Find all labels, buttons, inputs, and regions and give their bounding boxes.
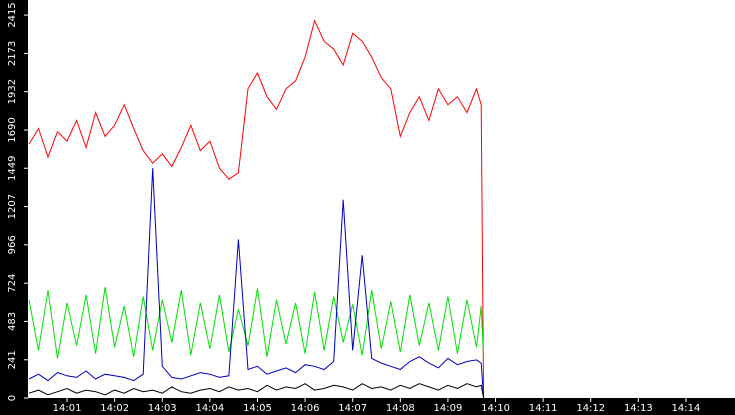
x-tick-label: 14:03: [148, 403, 177, 414]
y-tick-label: 1449: [7, 156, 18, 181]
series-line: [28, 286, 485, 359]
x-tick-label: 14:09: [434, 403, 463, 414]
x-tick-label: 14:05: [243, 403, 272, 414]
y-tick-label: 1690: [7, 117, 18, 142]
y-tick-label: 724: [7, 274, 18, 293]
x-tick-label: 14:14: [672, 403, 701, 414]
x-axis-strip: [0, 398, 735, 415]
x-tick-label: 14:04: [195, 403, 224, 414]
x-tick-label: 14:06: [291, 403, 320, 414]
series-line: [28, 383, 485, 399]
x-tick-label: 14:01: [53, 403, 82, 414]
x-tick-label: 14:08: [386, 403, 415, 414]
y-tick-label: 966: [7, 235, 18, 254]
y-tick-label: 241: [7, 350, 18, 369]
y-axis-strip: [0, 0, 28, 415]
x-tick-label: 14:07: [338, 403, 367, 414]
x-tick-label: 14:13: [624, 403, 653, 414]
y-tick-label: 1932: [7, 79, 18, 104]
x-tick-label: 14:10: [481, 403, 510, 414]
x-tick-label: 14:11: [529, 403, 558, 414]
series-line: [28, 168, 485, 399]
x-tick-label: 14:02: [100, 403, 129, 414]
y-tick-label: 1207: [7, 194, 18, 219]
y-tick-label: 2415: [7, 2, 18, 27]
series-line: [28, 19, 485, 399]
y-tick-label: 0: [7, 395, 18, 401]
y-tick-label: 2173: [7, 41, 18, 66]
x-tick-label: 14:12: [576, 403, 605, 414]
y-tick-label: 483: [7, 312, 18, 331]
